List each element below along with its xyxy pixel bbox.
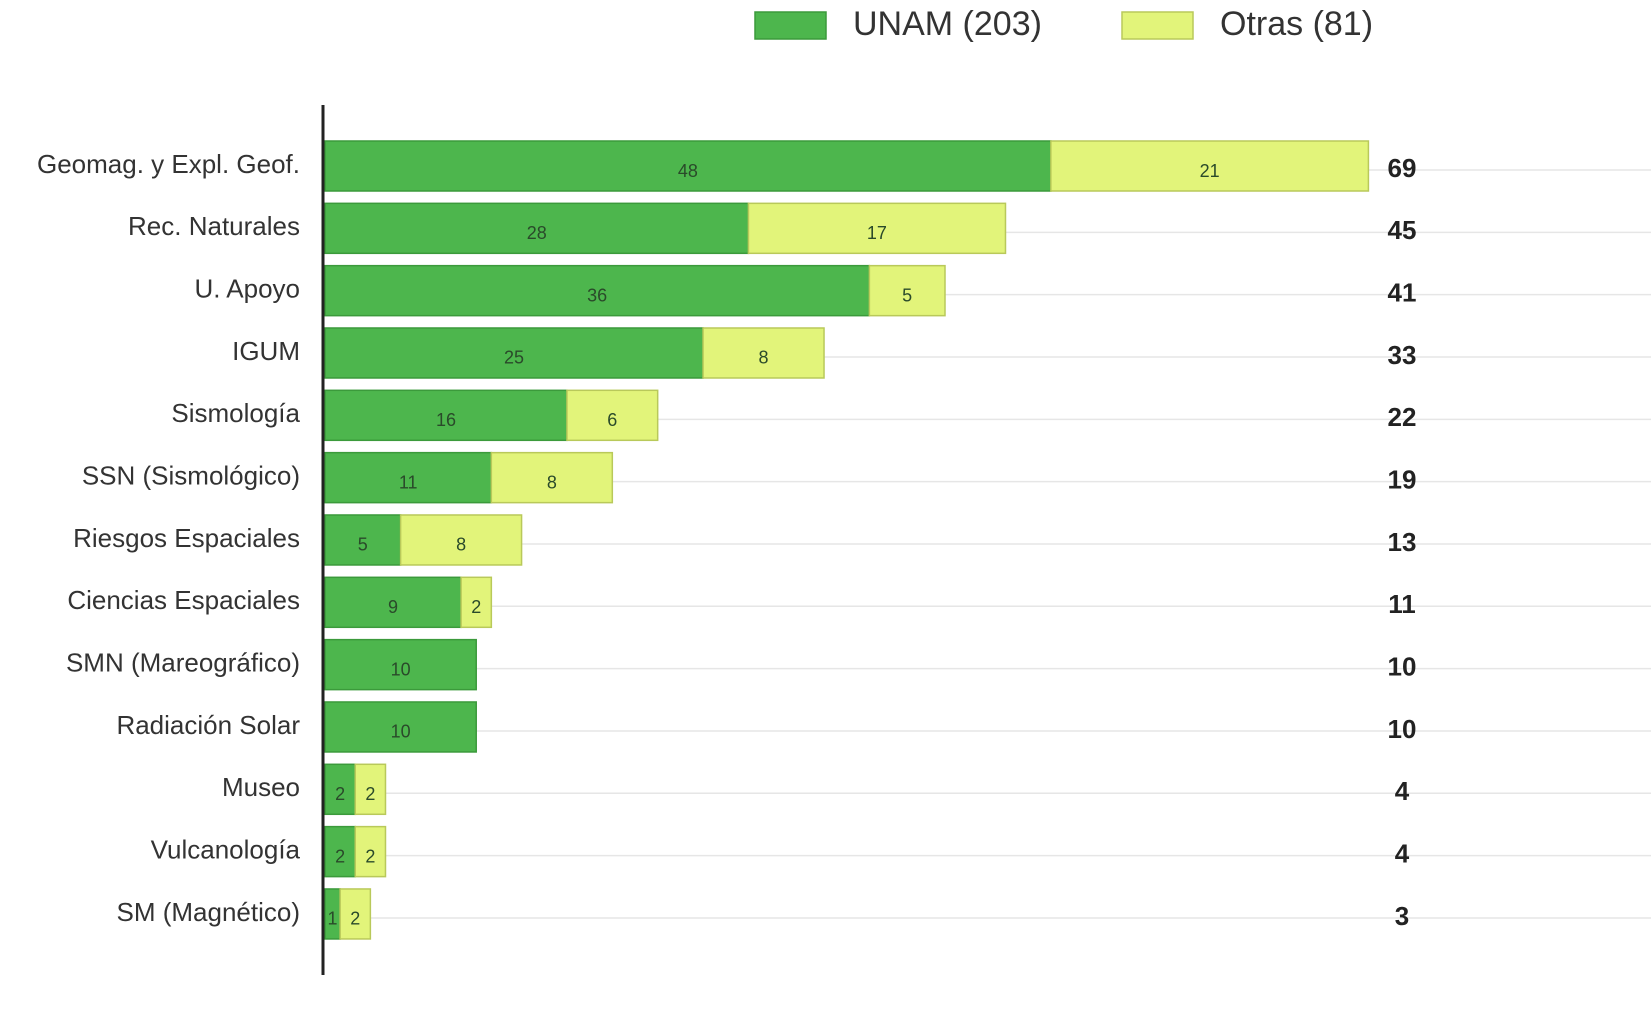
legend-label: UNAM (203)	[853, 5, 1042, 43]
bar-segment	[324, 576, 462, 629]
segment-label: 21	[1200, 161, 1220, 181]
total-label: 41	[1388, 278, 1417, 308]
bar-segment	[354, 763, 387, 816]
legend-label: Otras (81)	[1220, 5, 1373, 43]
segment-label: 11	[399, 472, 418, 492]
segment-label: 25	[504, 348, 524, 368]
segment-label: 8	[456, 535, 466, 555]
total-label: 10	[1388, 714, 1417, 744]
segment-label: 2	[365, 784, 375, 804]
segment-label: 10	[391, 722, 411, 742]
bar-segment	[324, 327, 704, 379]
category-label: Vulcanología	[151, 835, 301, 865]
bar-segment	[339, 888, 372, 940]
bar-segment	[324, 701, 477, 753]
legend-swatch	[754, 11, 827, 40]
bar-segment	[324, 514, 402, 566]
segment-label: 9	[388, 597, 398, 617]
total-label: 19	[1388, 465, 1417, 495]
bar-segment	[324, 763, 356, 816]
segment-label: 28	[527, 223, 547, 243]
bar-segment	[747, 202, 1007, 255]
category-label: SM (Magnético)	[117, 897, 301, 927]
bar-segment	[702, 327, 825, 379]
legend: UNAM (203) Otras (81)	[754, 5, 1373, 43]
total-label: 10	[1388, 652, 1417, 682]
category-label: U. Apoyo	[194, 274, 300, 304]
category-label: SMN (Mareográfico)	[66, 648, 300, 678]
segment-label: 2	[365, 846, 375, 866]
bar-segment	[490, 451, 614, 504]
bar-segment	[324, 389, 568, 442]
category-label: Radiación Solar	[116, 710, 300, 740]
segment-label: 10	[391, 659, 411, 679]
total-label: 4	[1395, 776, 1410, 806]
category-label: Sismología	[171, 398, 300, 428]
total-label: 22	[1388, 402, 1417, 432]
total-label: 45	[1388, 215, 1417, 245]
category-label: IGUM	[232, 336, 300, 366]
bar-segment	[868, 264, 946, 317]
segment-label: 2	[350, 909, 360, 929]
segment-label: 16	[436, 410, 456, 430]
bar-segment	[354, 825, 387, 878]
category-label: Rec. Naturales	[128, 211, 300, 241]
bar-segment	[460, 576, 493, 629]
total-label: 4	[1395, 839, 1410, 869]
category-label: Ciencias Espaciales	[67, 585, 300, 615]
segment-label: 8	[759, 348, 769, 368]
bar-segment	[324, 140, 1052, 192]
total-label: 13	[1388, 527, 1417, 557]
segment-label: 6	[607, 410, 617, 430]
category-label: Geomag. y Expl. Geof.	[37, 149, 300, 179]
bar-segment	[324, 638, 477, 691]
segment-label: 5	[902, 285, 912, 305]
legend-swatch	[1121, 11, 1194, 40]
total-label: 69	[1388, 153, 1417, 183]
segment-label: 2	[335, 846, 345, 866]
bar-segment	[399, 514, 523, 566]
segment-label: 5	[358, 535, 368, 555]
segment-label: 36	[587, 285, 607, 305]
bar-segment	[324, 264, 871, 317]
segment-label: 48	[678, 161, 698, 181]
total-label: 3	[1395, 901, 1409, 931]
total-label: 11	[1388, 589, 1416, 619]
category-label: Museo	[222, 772, 300, 802]
bar-segment	[324, 202, 750, 255]
bar-segment	[1050, 140, 1370, 192]
category-label: Riesgos Espaciales	[73, 523, 300, 553]
segment-label: 17	[867, 223, 887, 243]
bar-segment	[324, 451, 493, 504]
category-label: SSN (Sismológico)	[82, 461, 300, 491]
segment-label: 1	[328, 909, 338, 929]
segment-label: 2	[471, 597, 481, 617]
segment-label: 2	[335, 784, 345, 804]
segment-label: 8	[547, 472, 557, 492]
total-label: 33	[1388, 340, 1417, 370]
bar-segment	[566, 389, 659, 442]
